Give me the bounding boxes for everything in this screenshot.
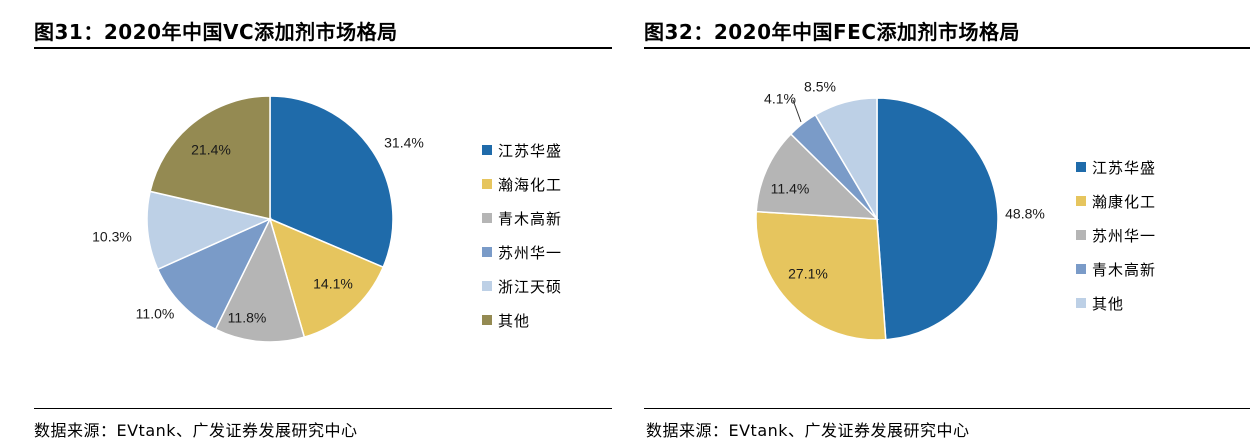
fec-legend: 江苏华盛瀚康化工苏州华一青木高新其他 bbox=[1076, 150, 1156, 320]
legend-label: 江苏华盛 bbox=[1092, 158, 1157, 177]
legend-label: 浙江天硕 bbox=[498, 277, 563, 296]
legend-label: 瀚海化工 bbox=[498, 175, 563, 194]
legend-swatch bbox=[1076, 298, 1086, 308]
legend-swatch bbox=[1076, 196, 1086, 206]
legend-label: 其他 bbox=[498, 311, 531, 330]
fec-chart-panel: 图32：2020年中国FEC添加剂市场格局 48.8% 27.1% 11.4% 4.1… bbox=[632, 0, 1254, 446]
data-label: 11.0% bbox=[136, 306, 175, 322]
data-label: 8.5% bbox=[804, 79, 836, 95]
pie-slice-4 bbox=[156, 217, 272, 331]
pie-slice-1 bbox=[269, 95, 394, 269]
pie-slice-3 bbox=[755, 132, 879, 220]
legend-swatch bbox=[1076, 230, 1086, 240]
source-rule bbox=[644, 408, 1250, 409]
legend-swatch bbox=[482, 281, 492, 291]
legend-label: 苏州华一 bbox=[1092, 226, 1157, 245]
legend-item: 其他 bbox=[1076, 286, 1156, 320]
legend-item: 江苏华盛 bbox=[482, 133, 562, 167]
data-label: 10.3% bbox=[92, 229, 132, 245]
pie-slice-2 bbox=[755, 210, 887, 341]
legend-swatch bbox=[1076, 162, 1086, 172]
pie-slice-5 bbox=[146, 190, 273, 271]
legend-swatch bbox=[482, 179, 492, 189]
legend-label: 其他 bbox=[1092, 294, 1125, 313]
legend-swatch bbox=[482, 315, 492, 325]
data-label: 14.1% bbox=[313, 276, 353, 292]
legend-item: 苏州华一 bbox=[1076, 218, 1156, 252]
title-rule bbox=[34, 47, 612, 49]
legend-swatch bbox=[482, 247, 492, 257]
pie-slice-2 bbox=[268, 217, 385, 339]
data-label: 21.4% bbox=[191, 142, 231, 158]
legend-item: 江苏华盛 bbox=[1076, 150, 1156, 184]
data-label: 27.1% bbox=[788, 266, 828, 282]
legend-label: 青木高新 bbox=[498, 209, 563, 228]
fec-chart-title: 图32：2020年中国FEC添加剂市场格局 bbox=[644, 20, 1020, 44]
data-label: 48.8% bbox=[1005, 206, 1045, 222]
legend-item: 青木高新 bbox=[482, 201, 562, 235]
title-rule bbox=[644, 47, 1250, 49]
vc-legend: 江苏华盛瀚海化工青木高新苏州华一浙江天硕其他 bbox=[482, 133, 562, 337]
legend-item: 青木高新 bbox=[1076, 252, 1156, 286]
source-rule bbox=[34, 408, 612, 409]
pie-slice-5 bbox=[814, 97, 878, 222]
fec-source-note: 数据来源：EVtank、广发证券发展研究中心 bbox=[646, 421, 970, 440]
fec-pie-chart: 48.8% 27.1% 11.4% 4.1% 8.5% bbox=[755, 79, 1045, 341]
legend-item: 浙江天硕 bbox=[482, 269, 562, 303]
vc-pie-chart: 31.4% 14.1% 11.8% 11.0% 10.3% 21.4% bbox=[92, 95, 424, 343]
data-label: 11.4% bbox=[771, 181, 810, 197]
pie-slice-6 bbox=[149, 95, 271, 220]
vc-chart-title: 图31：2020年中国VC添加剂市场格局 bbox=[34, 20, 398, 44]
pie-slice-1 bbox=[876, 97, 999, 341]
vc-chart-panel: 图31：2020年中国VC添加剂市场格局 31.4% 14.1% 11.8% 11.0… bbox=[0, 0, 612, 446]
legend-label: 青木高新 bbox=[1092, 260, 1157, 279]
data-label: 31.4% bbox=[384, 135, 424, 151]
legend-label: 江苏华盛 bbox=[498, 141, 563, 160]
legend-item: 瀚康化工 bbox=[1076, 184, 1156, 218]
vc-source-note: 数据来源：EVtank、广发证券发展研究中心 bbox=[34, 421, 358, 440]
legend-swatch bbox=[482, 213, 492, 223]
leader-line bbox=[792, 99, 802, 123]
data-label: 4.1% bbox=[764, 91, 796, 107]
legend-swatch bbox=[1076, 264, 1086, 274]
legend-item: 其他 bbox=[482, 303, 562, 337]
data-label: 11.8% bbox=[228, 310, 267, 326]
legend-swatch bbox=[482, 145, 492, 155]
legend-label: 瀚康化工 bbox=[1092, 192, 1157, 211]
legend-label: 苏州华一 bbox=[498, 243, 563, 262]
pie-slice-3 bbox=[214, 216, 306, 343]
legend-item: 瀚海化工 bbox=[482, 167, 562, 201]
legend-item: 苏州华一 bbox=[482, 235, 562, 269]
